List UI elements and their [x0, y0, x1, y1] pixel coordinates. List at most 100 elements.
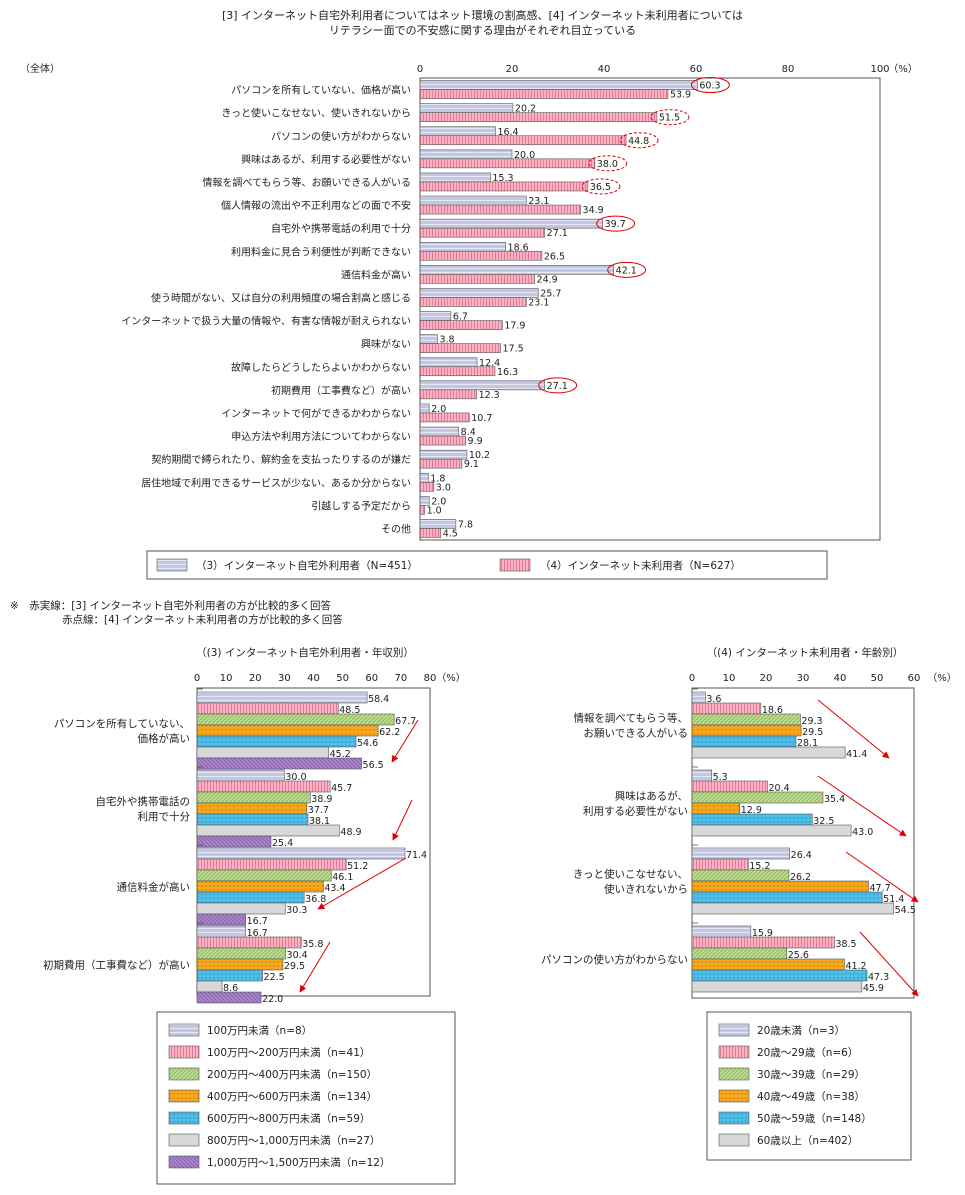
bar [691, 925, 752, 938]
legend-label: （4）インターネット未利用者（N=627） [540, 560, 741, 572]
bar [419, 357, 478, 368]
bar [419, 250, 543, 261]
legend-label: 20歳～29歳（n=6） [757, 1047, 858, 1059]
data-label: 8.4 [461, 427, 476, 438]
x-tick-label: 60 [365, 673, 378, 684]
data-label: 27.1 [547, 381, 568, 392]
bar [691, 902, 894, 915]
legend-label: 60歳以上（n=402） [757, 1135, 858, 1147]
trend-arrow [391, 719, 419, 763]
bar [419, 89, 669, 99]
x-tick-label: 50 [871, 673, 884, 684]
data-label: 62.2 [379, 727, 400, 738]
highlight-ellipse [690, 77, 730, 94]
data-label: 7.8 [458, 519, 473, 530]
category-label: 自宅外や携帯電話の利用で十分 [271, 222, 411, 235]
bar [419, 366, 496, 377]
data-label: 48.5 [339, 705, 360, 716]
bar [196, 925, 246, 938]
data-label: 38.1 [309, 816, 330, 827]
category-label: 使う時間がない、又は自分の利用頻度の場合割高と感じる [151, 291, 411, 304]
legend-swatch [168, 1023, 200, 1037]
category-label: パソコンを所有していない、 [54, 717, 190, 730]
note-line-2: 赤点線：[4] インターネット未利用者の方が比較的多く回答 [62, 613, 343, 626]
bar [196, 858, 347, 871]
data-label: 29.3 [801, 716, 822, 727]
bar [196, 991, 262, 1004]
data-label: 1.8 [430, 473, 445, 484]
bar [419, 288, 539, 298]
x-tick-label: 100 [870, 64, 889, 75]
bar [419, 181, 589, 192]
bar [419, 528, 442, 538]
category-label: 価格が高い [138, 732, 191, 745]
corner-label: （全体） [20, 62, 60, 75]
data-label: 54.5 [895, 905, 916, 916]
plot-frame [691, 687, 915, 999]
bar [196, 735, 357, 748]
trend-arrow [817, 699, 890, 759]
x-tick-label: 10 [220, 673, 233, 684]
data-label: 25.7 [540, 288, 561, 299]
bar [419, 426, 459, 437]
bar [419, 458, 463, 469]
data-label: 18.6 [762, 705, 783, 716]
bar [196, 746, 329, 759]
bar [691, 869, 790, 882]
highlight-ellipse [581, 178, 621, 195]
legend-swatch [168, 1089, 200, 1103]
category-label: 居住地域で利用できるサービスが少ない、あるか分からない [141, 476, 411, 489]
data-label: 44.8 [628, 136, 649, 147]
x-unit-label: （%） [888, 63, 918, 75]
data-label: 28.1 [797, 738, 818, 749]
data-label: 12.3 [479, 390, 500, 401]
data-label: 53.9 [670, 90, 691, 101]
data-label: 48.9 [340, 827, 361, 838]
category-label: 情報を調べてもらう等、お願いできる人がいる [202, 176, 411, 189]
bar [196, 969, 263, 982]
data-label: 16.3 [497, 367, 518, 378]
bar [196, 980, 223, 993]
data-label: 9.1 [464, 459, 479, 470]
bar [196, 835, 272, 848]
legend-frame [706, 1011, 912, 1161]
data-label: 2.0 [431, 404, 446, 415]
data-label: 5.3 [713, 772, 728, 783]
category-label: お願いできる人がいる [584, 727, 688, 740]
data-label: 41.4 [846, 749, 867, 760]
data-label: 35.4 [824, 794, 845, 805]
x-unit-label: （%） [436, 672, 466, 684]
highlight-ellipse [538, 377, 578, 394]
data-label: 15.2 [749, 861, 770, 872]
bar [419, 412, 470, 423]
data-label: 71.4 [406, 850, 427, 861]
bar [196, 891, 305, 904]
data-label: 30.0 [285, 772, 306, 783]
bar [196, 724, 379, 737]
category-label: 利用で十分 [138, 810, 191, 823]
data-label: 17.9 [504, 321, 525, 332]
bar [196, 813, 309, 826]
bar [196, 947, 286, 960]
data-label: 25.6 [788, 950, 809, 961]
data-label: 36.8 [305, 894, 326, 905]
chart-title-line-2: リテラシー面での不安感に関する理由がそれぞれ目立っている [328, 24, 637, 37]
bar [419, 472, 429, 483]
legend-swatch [718, 1133, 750, 1147]
data-label: 38.5 [835, 939, 856, 950]
bar [196, 936, 302, 949]
legend-label: 400万円～600万円未満（n=134） [207, 1091, 377, 1103]
bar [419, 158, 596, 169]
category-label: インターネットで何ができるかわからない [221, 407, 411, 420]
data-label: 26.2 [790, 872, 811, 883]
legend-label: 600万円～800万円未満（n=59） [207, 1113, 370, 1125]
bar [691, 958, 845, 971]
x-tick-label: 70 [395, 673, 408, 684]
legend-swatch [718, 1045, 750, 1059]
data-label: 47.3 [868, 972, 889, 983]
bar [196, 869, 332, 882]
bar [691, 980, 863, 993]
bar [419, 496, 430, 506]
category-label: インターネットで扱う大量の情報や、有害な情報が耐えられない [121, 315, 411, 328]
